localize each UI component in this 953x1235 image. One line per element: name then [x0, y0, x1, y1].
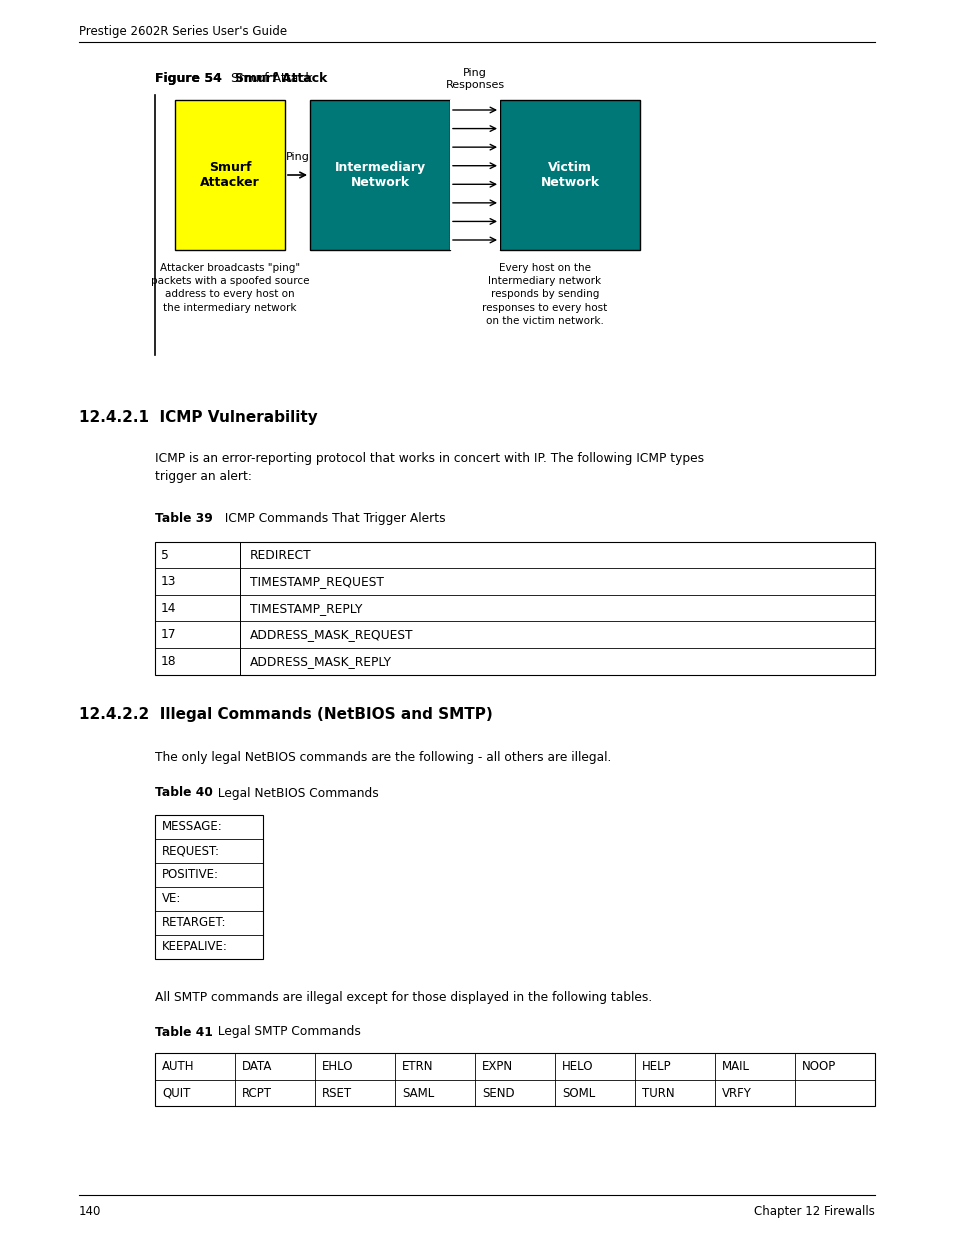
- Bar: [154, 542, 874, 674]
- Text: RETARGET:: RETARGET:: [162, 916, 226, 929]
- Text: 12.4.2.2  Illegal Commands (NetBIOS and SMTP): 12.4.2.2 Illegal Commands (NetBIOS and S…: [79, 706, 493, 721]
- Text: MAIL: MAIL: [721, 1061, 749, 1073]
- Bar: [154, 815, 263, 958]
- Text: 5: 5: [161, 548, 169, 562]
- Text: 13: 13: [161, 576, 176, 588]
- Bar: [310, 100, 450, 249]
- Text: ADDRESS_MASK_REPLY: ADDRESS_MASK_REPLY: [250, 655, 392, 668]
- Text: 140: 140: [79, 1205, 101, 1218]
- Text: ADDRESS_MASK_REQUEST: ADDRESS_MASK_REQUEST: [250, 629, 413, 641]
- Text: Attacker broadcasts "ping"
packets with a spoofed source
address to every host o: Attacker broadcasts "ping" packets with …: [151, 263, 309, 312]
- Text: Table 41: Table 41: [154, 1025, 213, 1039]
- Text: HELP: HELP: [641, 1061, 671, 1073]
- Bar: [450, 100, 499, 249]
- Text: EHLO: EHLO: [322, 1061, 354, 1073]
- Text: Ping
Responses: Ping Responses: [445, 68, 504, 90]
- Text: Every host on the
Intermediary network
responds by sending
responses to every ho: Every host on the Intermediary network r…: [482, 263, 607, 326]
- Text: Victim
Network: Victim Network: [539, 161, 598, 189]
- Text: SAML: SAML: [401, 1087, 434, 1099]
- Text: TIMESTAMP_REPLY: TIMESTAMP_REPLY: [250, 601, 362, 615]
- Text: RSET: RSET: [322, 1087, 352, 1099]
- Text: 14: 14: [161, 601, 176, 615]
- Text: MESSAGE:: MESSAGE:: [162, 820, 222, 832]
- Text: HELO: HELO: [561, 1061, 593, 1073]
- Text: REDIRECT: REDIRECT: [250, 548, 312, 562]
- Text: ICMP is an error-reporting protocol that works in concert with IP. The following: ICMP is an error-reporting protocol that…: [154, 452, 703, 483]
- Text: SEND: SEND: [481, 1087, 514, 1099]
- Text: Smurf
Attacker: Smurf Attacker: [200, 161, 259, 189]
- Text: SOML: SOML: [561, 1087, 595, 1099]
- Text: Legal SMTP Commands: Legal SMTP Commands: [210, 1025, 360, 1039]
- Text: AUTH: AUTH: [162, 1061, 194, 1073]
- Text: QUIT: QUIT: [162, 1087, 191, 1099]
- Text: 17: 17: [161, 629, 176, 641]
- Text: Chapter 12 Firewalls: Chapter 12 Firewalls: [753, 1205, 874, 1218]
- Text: ICMP Commands That Trigger Alerts: ICMP Commands That Trigger Alerts: [216, 513, 445, 525]
- Text: Smurf Attack: Smurf Attack: [223, 72, 313, 85]
- Text: ETRN: ETRN: [401, 1061, 433, 1073]
- Text: Prestige 2602R Series User's Guide: Prestige 2602R Series User's Guide: [79, 25, 287, 38]
- Text: TIMESTAMP_REQUEST: TIMESTAMP_REQUEST: [250, 576, 383, 588]
- Text: VRFY: VRFY: [721, 1087, 751, 1099]
- Text: VE:: VE:: [162, 892, 181, 905]
- Bar: [174, 100, 285, 249]
- Text: Figure 54   Smurf Attack: Figure 54 Smurf Attack: [154, 72, 327, 85]
- Text: RCPT: RCPT: [242, 1087, 272, 1099]
- Text: Legal NetBIOS Commands: Legal NetBIOS Commands: [210, 787, 378, 799]
- Text: DATA: DATA: [242, 1061, 273, 1073]
- Text: KEEPALIVE:: KEEPALIVE:: [162, 940, 228, 953]
- Bar: [499, 100, 639, 249]
- Text: Figure 54: Figure 54: [154, 72, 222, 85]
- Text: The only legal NetBIOS commands are the following - all others are illegal.: The only legal NetBIOS commands are the …: [154, 752, 611, 764]
- Text: 18: 18: [161, 655, 176, 668]
- Text: TURN: TURN: [641, 1087, 674, 1099]
- Text: POSITIVE:: POSITIVE:: [162, 868, 219, 881]
- Text: NOOP: NOOP: [801, 1061, 836, 1073]
- Text: All SMTP commands are illegal except for those displayed in the following tables: All SMTP commands are illegal except for…: [154, 990, 652, 1004]
- Text: EXPN: EXPN: [481, 1061, 513, 1073]
- Text: 12.4.2.1  ICMP Vulnerability: 12.4.2.1 ICMP Vulnerability: [79, 410, 317, 425]
- Bar: [154, 1053, 874, 1107]
- Text: Table 39: Table 39: [154, 513, 213, 525]
- Text: REQUEST:: REQUEST:: [162, 844, 220, 857]
- Text: Intermediary
Network: Intermediary Network: [335, 161, 425, 189]
- Text: Ping: Ping: [285, 152, 309, 162]
- Text: Table 40: Table 40: [154, 787, 213, 799]
